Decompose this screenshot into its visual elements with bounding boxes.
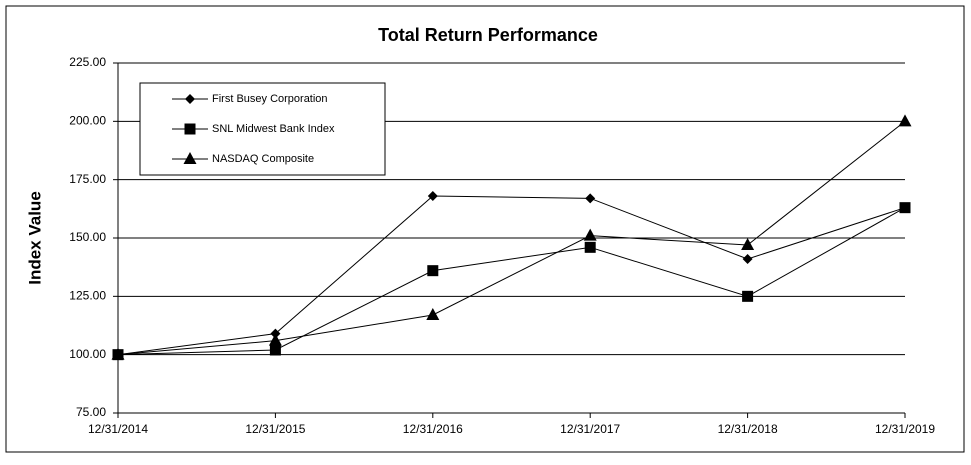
y-tick-label: 75.00: [76, 405, 106, 419]
chart-border: [5, 5, 965, 453]
legend-marker: [185, 94, 195, 104]
data-point: [427, 191, 438, 201]
x-tick-label: 12/31/2017: [560, 422, 620, 436]
data-point: [899, 202, 911, 214]
y-tick-label: 175.00: [69, 172, 106, 186]
y-axis-title: Index Value: [25, 191, 44, 285]
data-point: [742, 254, 753, 264]
data-point: [269, 344, 281, 356]
y-tick-label: 200.00: [69, 114, 106, 128]
x-tick-label: 12/31/2014: [88, 422, 148, 436]
data-point: [742, 290, 754, 302]
y-tick-label: 100.00: [69, 347, 106, 361]
data-point: [585, 193, 596, 204]
series-line: [117, 195, 906, 356]
data-point: [111, 347, 125, 360]
data-point: [583, 228, 597, 241]
y-tick-label: 225.00: [69, 55, 106, 69]
legend-marker: [184, 123, 196, 135]
series-line: [117, 120, 906, 356]
legend-label: First Busey Corporation: [212, 93, 328, 105]
data-point: [427, 265, 439, 277]
series-line: [117, 207, 906, 356]
legend-marker: [183, 152, 197, 164]
data-point: [426, 308, 440, 320]
data-point: [898, 114, 912, 127]
data-point: [268, 333, 282, 346]
y-tick-label: 125.00: [69, 289, 106, 303]
legend-label: SNL Midwest Bank Index: [212, 123, 335, 135]
legend-label: NASDAQ Composite: [212, 153, 314, 165]
x-tick-label: 12/31/2019: [875, 422, 935, 436]
data-point: [741, 238, 755, 250]
x-tick-label: 12/31/2016: [403, 422, 463, 436]
y-tick-label: 150.00: [69, 230, 106, 244]
x-tick-label: 12/31/2015: [245, 422, 305, 436]
x-tick-label: 12/31/2018: [718, 422, 778, 436]
data-point: [584, 241, 596, 253]
chart-title: Total Return Performance: [378, 25, 598, 45]
